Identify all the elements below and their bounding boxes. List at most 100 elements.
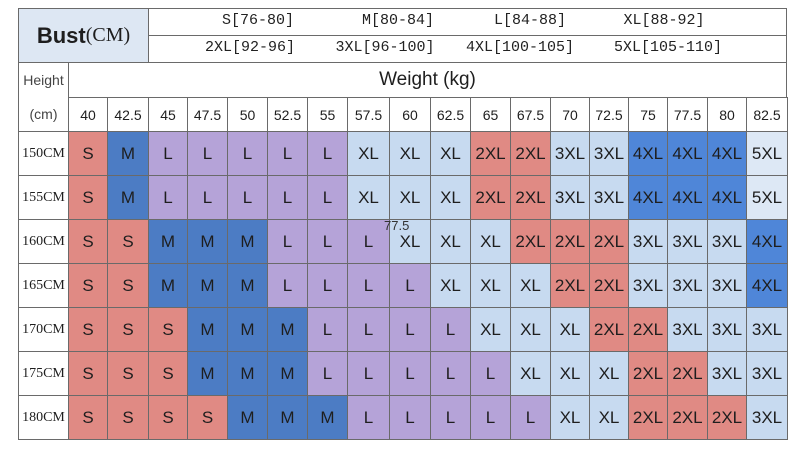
height-label: Height [23, 72, 64, 88]
size-cell: M [148, 263, 188, 308]
size-cell: L [267, 175, 308, 220]
size-cell: 3XL [746, 307, 788, 352]
weight-header: Weight (kg) [68, 62, 787, 98]
size-cell: L [347, 263, 390, 308]
size-cell: 3XL [550, 175, 590, 220]
size-cell: S [107, 263, 149, 308]
size-cell: 2XL [628, 307, 668, 352]
size-cell: 4XL [707, 131, 747, 176]
weight-cell: 50 [227, 97, 268, 132]
size-cell: M [227, 351, 268, 396]
size-cell: 3XL [667, 219, 708, 264]
size-cell: L [227, 131, 268, 176]
size-cell: XL [430, 219, 471, 264]
size-cell: L [267, 263, 308, 308]
size-cell: L [470, 395, 511, 440]
weight-cell: 52.5 [267, 97, 308, 132]
size-cell: 4XL [746, 219, 788, 264]
weight-cell: 70 [550, 97, 590, 132]
size-cell: M [267, 395, 308, 440]
size-cell: XL [430, 175, 471, 220]
size-cell: S [68, 175, 108, 220]
size-cell: L [267, 131, 308, 176]
size-cell: XL [550, 307, 590, 352]
size-cell: S [68, 131, 108, 176]
size-cell: 3XL [628, 263, 668, 308]
size-cell: 4XL [628, 175, 668, 220]
size-cell: M [227, 219, 268, 264]
size-cell: L [307, 307, 348, 352]
size-cell: 2XL [550, 219, 590, 264]
size-cell: S [68, 351, 108, 396]
size-cell: L [307, 175, 348, 220]
bust-unit: (CM) [85, 24, 131, 46]
size-cell: 2XL [589, 263, 629, 308]
bust-size: XL[88-92] [623, 12, 705, 29]
size-cell: M [227, 263, 268, 308]
weight-cell: 72.5 [589, 97, 629, 132]
size-cell: XL [510, 351, 551, 396]
size-cell: 2XL [510, 131, 551, 176]
bust-size: 2XL[92-96] [204, 39, 296, 56]
size-cell: XL [550, 351, 590, 396]
size-cell: S [107, 351, 149, 396]
weight-cell: 75 [628, 97, 668, 132]
size-cell: XL [430, 263, 471, 308]
size-cell: XL [389, 219, 431, 264]
size-cell: 4XL [667, 175, 708, 220]
size-cell: L [430, 307, 471, 352]
size-cell: 2XL [470, 175, 511, 220]
size-cell: L [389, 351, 431, 396]
size-cell: M [187, 219, 228, 264]
size-cell: XL [470, 307, 511, 352]
size-cell: 2XL [470, 131, 511, 176]
size-cell: L [470, 351, 511, 396]
weight-cell: 80 [707, 97, 747, 132]
size-cell: S [68, 263, 108, 308]
weight-cell: 62.5 [430, 97, 471, 132]
size-cell: 3XL [707, 263, 747, 308]
size-cell: M [148, 219, 188, 264]
weight-cell: 40 [68, 97, 108, 132]
size-cell: 2XL [628, 351, 668, 396]
size-cell: L [347, 395, 390, 440]
weight-cell: 65 [470, 97, 511, 132]
size-cell: XL [589, 395, 629, 440]
size-cell: 2XL [510, 219, 551, 264]
size-cell: M [187, 263, 228, 308]
size-cell: XL [550, 395, 590, 440]
size-cell: S [107, 219, 149, 264]
weight-cell: 82.5 [746, 97, 788, 132]
size-cell: S [187, 395, 228, 440]
weight-label: Weight (kg) [379, 69, 476, 90]
height-cell: 155CM [18, 175, 69, 220]
bust-size: 3XL[96-100] [335, 39, 435, 56]
size-cell: L [307, 351, 348, 396]
weight-cell: 47.5 [187, 97, 228, 132]
height-unit: (cm) [29, 106, 58, 122]
size-cell: 3XL [667, 307, 708, 352]
size-cell: 3XL [589, 131, 629, 176]
height-cell: 165CM [18, 263, 69, 308]
size-cell: 2XL [628, 395, 668, 440]
size-cell: XL [430, 131, 471, 176]
bust-label: Bust [36, 22, 86, 48]
size-cell: M [187, 307, 228, 352]
size-cell: 5XL [746, 175, 788, 220]
weight-cell: 60 [389, 97, 431, 132]
size-cell: 3XL [707, 351, 747, 396]
height-cell: 170CM [18, 307, 69, 352]
size-cell: 3XL [589, 175, 629, 220]
height-cell: 150CM [18, 131, 69, 176]
bust-size: L[84-88] [493, 12, 567, 29]
size-cell: 4XL [667, 131, 708, 176]
size-cell: 4XL [628, 131, 668, 176]
weight-cell: 57.5 [347, 97, 390, 132]
size-cell: L [389, 263, 431, 308]
size-cell: 3XL [707, 307, 747, 352]
bust-header: Bust (CM) [18, 8, 149, 63]
size-cell: XL [347, 175, 390, 220]
weight-cell: 42.5 [107, 97, 149, 132]
size-cell: 3XL [667, 263, 708, 308]
